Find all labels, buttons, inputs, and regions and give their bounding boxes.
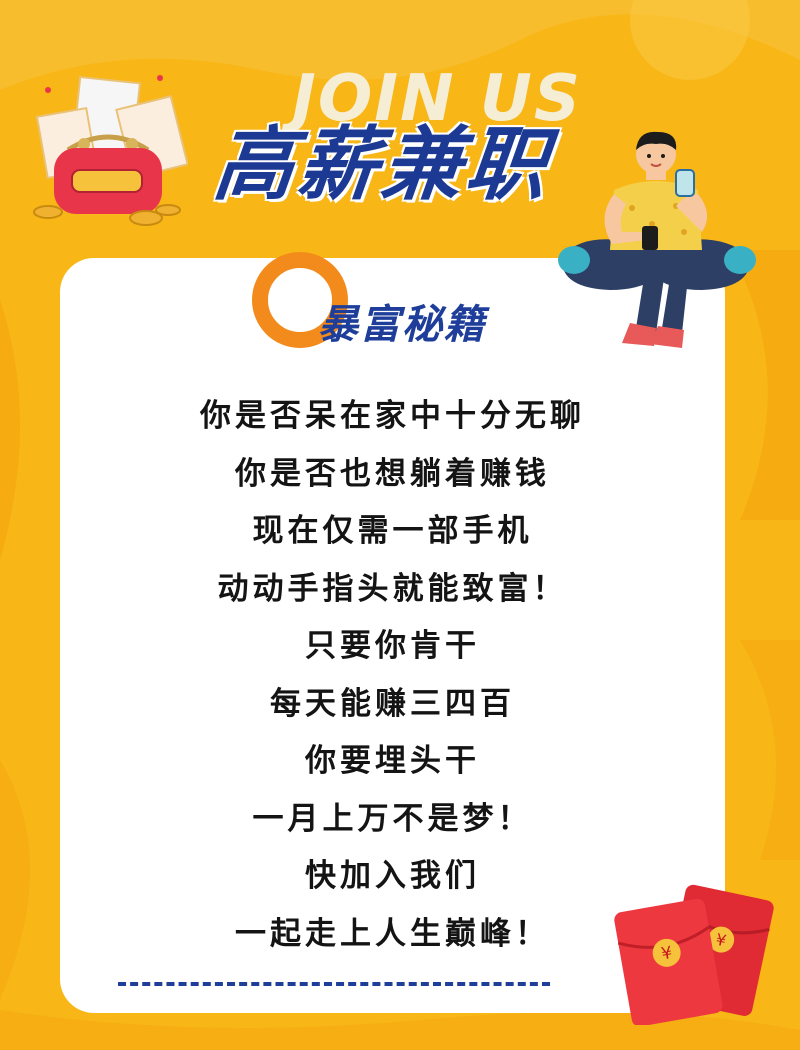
svg-text:¥: ¥ <box>714 930 728 951</box>
message-line: 只要你肯干 <box>305 628 480 664</box>
message-line: 你要埋头干 <box>305 743 480 779</box>
person-with-phone-icon <box>558 131 756 348</box>
join-us-watermark: JOIN US <box>292 62 582 136</box>
message-line: 你是否也想躺着赚钱 <box>235 455 550 492</box>
ring-decoration <box>252 252 348 348</box>
content-card <box>60 258 725 1013</box>
message-line: 一起走上人生巅峰！ <box>235 915 550 952</box>
wallet-icon <box>33 75 188 226</box>
message-lines: 你是否呆在家中十分无聊 你是否也想躺着赚钱 现在仅需一部手机 动动手指头就能致富… <box>60 388 725 963</box>
red-envelope-icon: ¥ ¥ <box>614 884 774 1025</box>
card-subtitle: 暴富秘籍 <box>318 302 486 348</box>
svg-text:¥: ¥ <box>660 943 674 965</box>
message-line: 你是否呆在家中十分无聊 <box>200 398 585 434</box>
message-line: 一月上万不是梦！ <box>252 800 533 837</box>
message-line: 动动手指头就能致富！ <box>217 570 568 607</box>
dashed-divider <box>118 982 550 986</box>
message-line: 每天能赚三四百 <box>270 685 515 722</box>
message-line: 现在仅需一部手机 <box>252 513 533 549</box>
message-line: 快加入我们 <box>305 858 480 894</box>
